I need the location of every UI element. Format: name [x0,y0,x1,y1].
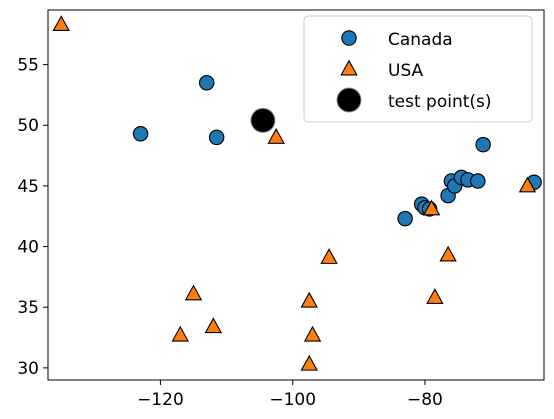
x-tick-label: −120 [137,390,184,410]
data-point [208,129,225,146]
legend-entry: test point(s) [336,87,492,113]
x-tick-label: −100 [269,390,316,410]
y-tick-label: 55 [17,56,39,76]
data-point [518,176,537,193]
data-point [320,248,338,264]
series-0 [132,75,542,227]
legend-label: USA [388,61,424,81]
series-2 [250,107,276,133]
data-point [422,199,441,216]
legend-entry: Canada [341,30,453,50]
data-point [475,136,491,153]
data-point [426,288,444,304]
legend: Canada USA test point(s) [303,15,533,123]
axes: −120 −100 −80 30 35 40 45 50 55 [17,9,545,410]
data-point [184,284,203,301]
data-point [267,128,285,144]
legend-marker [340,59,358,76]
series-1 [52,15,537,371]
y-tick-label: 35 [17,298,39,318]
data-point [303,325,322,342]
data-point [300,354,318,371]
axes-frame [47,9,545,381]
data-point [250,107,276,133]
data-point [198,75,215,91]
legend-label: test point(s) [388,92,492,112]
legend-marker [341,30,357,46]
x-tick-label: −80 [407,390,443,410]
legend-entry: USA [340,59,424,81]
y-tick-label: 40 [17,238,39,258]
legend-box [303,15,533,123]
data-point [300,291,318,308]
data-point [52,15,70,32]
y-tick-label: 30 [17,359,39,379]
data-point [171,325,189,342]
y-tick-label: 45 [17,177,39,197]
legend-label: Canada [388,30,453,50]
legend-marker [336,87,362,113]
data-point [132,125,149,142]
y-tick-label: 50 [17,116,39,136]
data-point [204,317,223,334]
data-point [439,245,457,262]
plot-area [52,15,542,371]
data-point [470,173,486,189]
data-point [397,210,413,227]
